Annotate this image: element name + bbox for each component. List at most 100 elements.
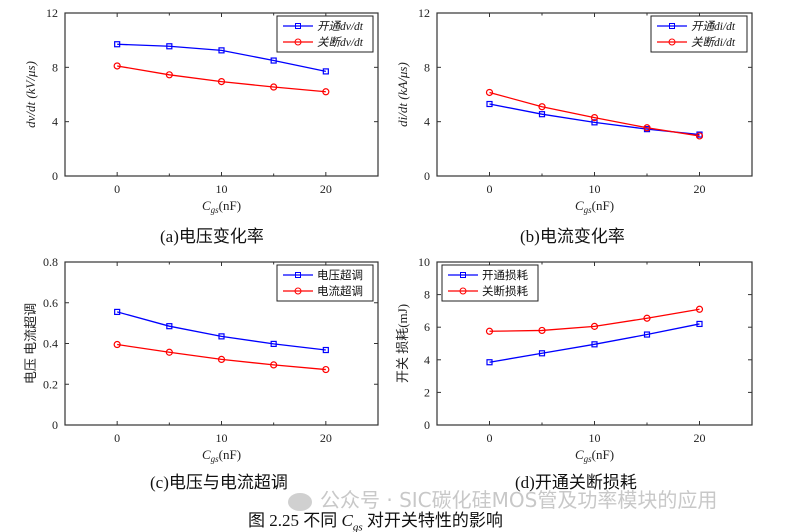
data-point xyxy=(166,43,173,50)
data-point xyxy=(538,111,546,118)
y-tick-label: 8 xyxy=(424,60,430,74)
data-point xyxy=(485,327,494,335)
y-tick-label: 4 xyxy=(52,115,58,129)
y-tick-label: 4 xyxy=(424,115,430,129)
x-axis-label: Cgs(nF) xyxy=(575,447,614,464)
data-point xyxy=(486,100,493,108)
legend-marker xyxy=(460,272,466,278)
data-point xyxy=(217,77,226,86)
y-tick-label: 0 xyxy=(424,418,430,432)
data-point xyxy=(322,88,330,96)
x-tick-label: 20 xyxy=(320,182,332,196)
legend-label: 关断dv/dt xyxy=(317,36,364,49)
legend-label: 电压超调 xyxy=(317,268,363,282)
caption-d: (d)开通关断损耗 xyxy=(515,473,637,492)
legend-box xyxy=(650,15,748,53)
y-tick-label: 8 xyxy=(424,288,430,302)
series-1 xyxy=(113,340,330,374)
figure-caption-var: C xyxy=(341,511,353,530)
y-tick-label: 0.4 xyxy=(43,337,58,351)
x-tick-label: 0 xyxy=(114,182,120,196)
legend-marker xyxy=(294,38,302,46)
data-point xyxy=(486,359,493,366)
x-tick-label: 10 xyxy=(216,431,228,445)
data-point xyxy=(643,314,651,322)
series-1 xyxy=(485,88,704,140)
legend-label: 电流超调 xyxy=(317,284,363,298)
data-point xyxy=(643,331,651,338)
data-point xyxy=(696,320,703,328)
legend-label: 关断di/dt xyxy=(691,36,736,49)
series-line xyxy=(489,323,700,363)
legend-label: 开通损耗 xyxy=(482,268,528,282)
series-line xyxy=(489,91,700,137)
watermark: 公众号 · SIC碳化硅MOS管及功率模块的应用 xyxy=(288,484,717,513)
caption-c: (c)电压与电流超调 xyxy=(150,473,288,492)
data-point xyxy=(114,41,121,48)
data-point xyxy=(114,308,121,316)
data-point xyxy=(270,83,278,91)
data-point xyxy=(590,322,599,330)
data-point xyxy=(538,326,546,335)
data-point xyxy=(591,119,598,126)
series-line xyxy=(489,308,700,332)
y-tick-label: 8 xyxy=(52,60,58,74)
legend-marker xyxy=(294,287,302,295)
y-tick-label: 6 xyxy=(424,320,430,334)
y-tick-label: 12 xyxy=(418,6,430,20)
x-tick-label: 0 xyxy=(487,182,493,196)
legend-marker xyxy=(295,272,301,278)
y-tick-label: 0 xyxy=(424,169,430,183)
data-point xyxy=(165,71,173,79)
y-axis-label: 开关 损耗(mJ) xyxy=(395,304,410,383)
x-tick-label: 10 xyxy=(216,182,228,196)
legend-marker xyxy=(295,23,301,29)
series-1 xyxy=(485,305,704,335)
series-0 xyxy=(486,320,703,366)
x-tick-label: 10 xyxy=(589,431,601,445)
series-1 xyxy=(113,62,330,96)
y-tick-label: 10 xyxy=(418,255,430,269)
data-point xyxy=(166,323,173,330)
legend-box xyxy=(276,15,374,53)
figure-caption-prefix: 图 2.25 不同 xyxy=(248,511,342,530)
y-tick-label: 2 xyxy=(424,385,430,399)
series-0 xyxy=(114,308,329,354)
data-point xyxy=(113,62,121,70)
data-point xyxy=(590,113,599,122)
legend-box xyxy=(276,264,374,302)
y-tick-label: 0.8 xyxy=(43,255,58,269)
series-0 xyxy=(114,41,329,75)
data-point xyxy=(538,350,546,357)
figure-caption-sub: gs xyxy=(352,521,363,532)
x-tick-label: 10 xyxy=(589,182,601,196)
x-tick-label: 0 xyxy=(114,431,120,445)
x-axis-label: Cgs(nF) xyxy=(202,198,241,215)
y-tick-label: 0 xyxy=(52,169,58,183)
y-axis-label: 电压 电流超调 xyxy=(23,303,38,384)
data-point xyxy=(217,355,226,363)
watermark-text: 公众号 · SIC碳化硅MOS管及功率模块的应用 xyxy=(320,488,718,512)
x-axis-label: Cgs(nF) xyxy=(202,447,241,464)
legend: 开通di/dt 关断di/dt xyxy=(650,15,748,53)
x-axis-label: Cgs(nF) xyxy=(575,198,614,215)
y-tick-label: 12 xyxy=(46,6,58,20)
data-point xyxy=(270,340,277,348)
series-line xyxy=(117,343,326,371)
data-point xyxy=(218,47,225,54)
legend-label: 开通di/dt xyxy=(691,20,736,33)
data-point xyxy=(270,57,277,64)
y-tick-label: 0 xyxy=(52,418,58,432)
y-axis-label: di/dt (kA/μs) xyxy=(395,62,410,127)
x-tick-label: 20 xyxy=(694,182,706,196)
data-point xyxy=(322,365,330,374)
chart-b: 0 10 20 0 4 8 12 Cgs(nF) di/dt (kA/μs) 开通di/dt 关断d… xyxy=(395,6,753,215)
series-line xyxy=(116,311,326,351)
legend-marker xyxy=(668,38,676,46)
y-tick-label: 0.6 xyxy=(43,296,58,310)
series-line xyxy=(117,43,326,73)
